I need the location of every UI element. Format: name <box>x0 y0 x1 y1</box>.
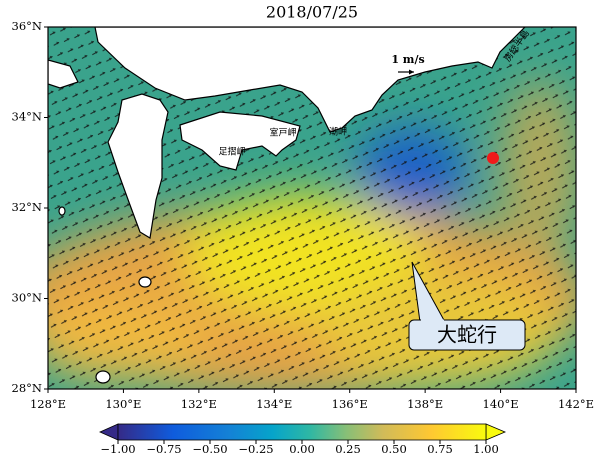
y-tick-label: 30°N <box>12 291 42 305</box>
y-tick-label: 34°N <box>12 110 42 124</box>
colorbar-tick-label: 0.75 <box>427 442 453 456</box>
x-tick-label: 140°E <box>483 397 519 411</box>
x-tick-label: 138°E <box>407 397 443 411</box>
y-tick-label: 28°N <box>12 381 42 395</box>
place-label: 潮岬 <box>329 126 347 138</box>
y-tick-label: 32°N <box>12 200 42 214</box>
x-tick-label: 132°E <box>181 397 217 411</box>
land <box>48 27 526 384</box>
colorbar-extend-high <box>485 423 507 441</box>
scale-arrow-head <box>409 69 414 75</box>
colorbar-tick-label: −1.00 <box>100 442 135 456</box>
colorbar-tick-label: −0.25 <box>238 442 273 456</box>
x-tick-label: 142°E <box>558 397 594 411</box>
colorbar-tick-label: −0.50 <box>192 442 227 456</box>
colorbar-tick-label: −0.75 <box>146 442 181 456</box>
callout-text: 大蛇行 <box>437 323 497 347</box>
colorbar-tick-label: 0.50 <box>381 442 407 456</box>
callout-box <box>408 319 526 351</box>
x-tick-label: 130°E <box>105 397 141 411</box>
colorbar-extend-low <box>99 423 119 441</box>
scale-label: 1 m/s <box>391 53 424 66</box>
colorbar-tick-label: 0.25 <box>335 442 361 456</box>
x-tick-label: 134°E <box>256 397 292 411</box>
x-tick-label: 128°E <box>30 397 66 411</box>
y-tick-label: 36°N <box>12 19 42 33</box>
place-label: 室戸岬 <box>269 127 296 139</box>
title: 2018/07/25 <box>266 3 358 22</box>
colorbar-tick-label: 1.00 <box>473 442 499 456</box>
place-label: 足摺岬 <box>218 146 245 158</box>
colorbar-tick-label: 0.00 <box>289 442 315 456</box>
colorbar <box>117 423 487 441</box>
marker <box>487 152 499 164</box>
x-tick-label: 136°E <box>332 397 368 411</box>
